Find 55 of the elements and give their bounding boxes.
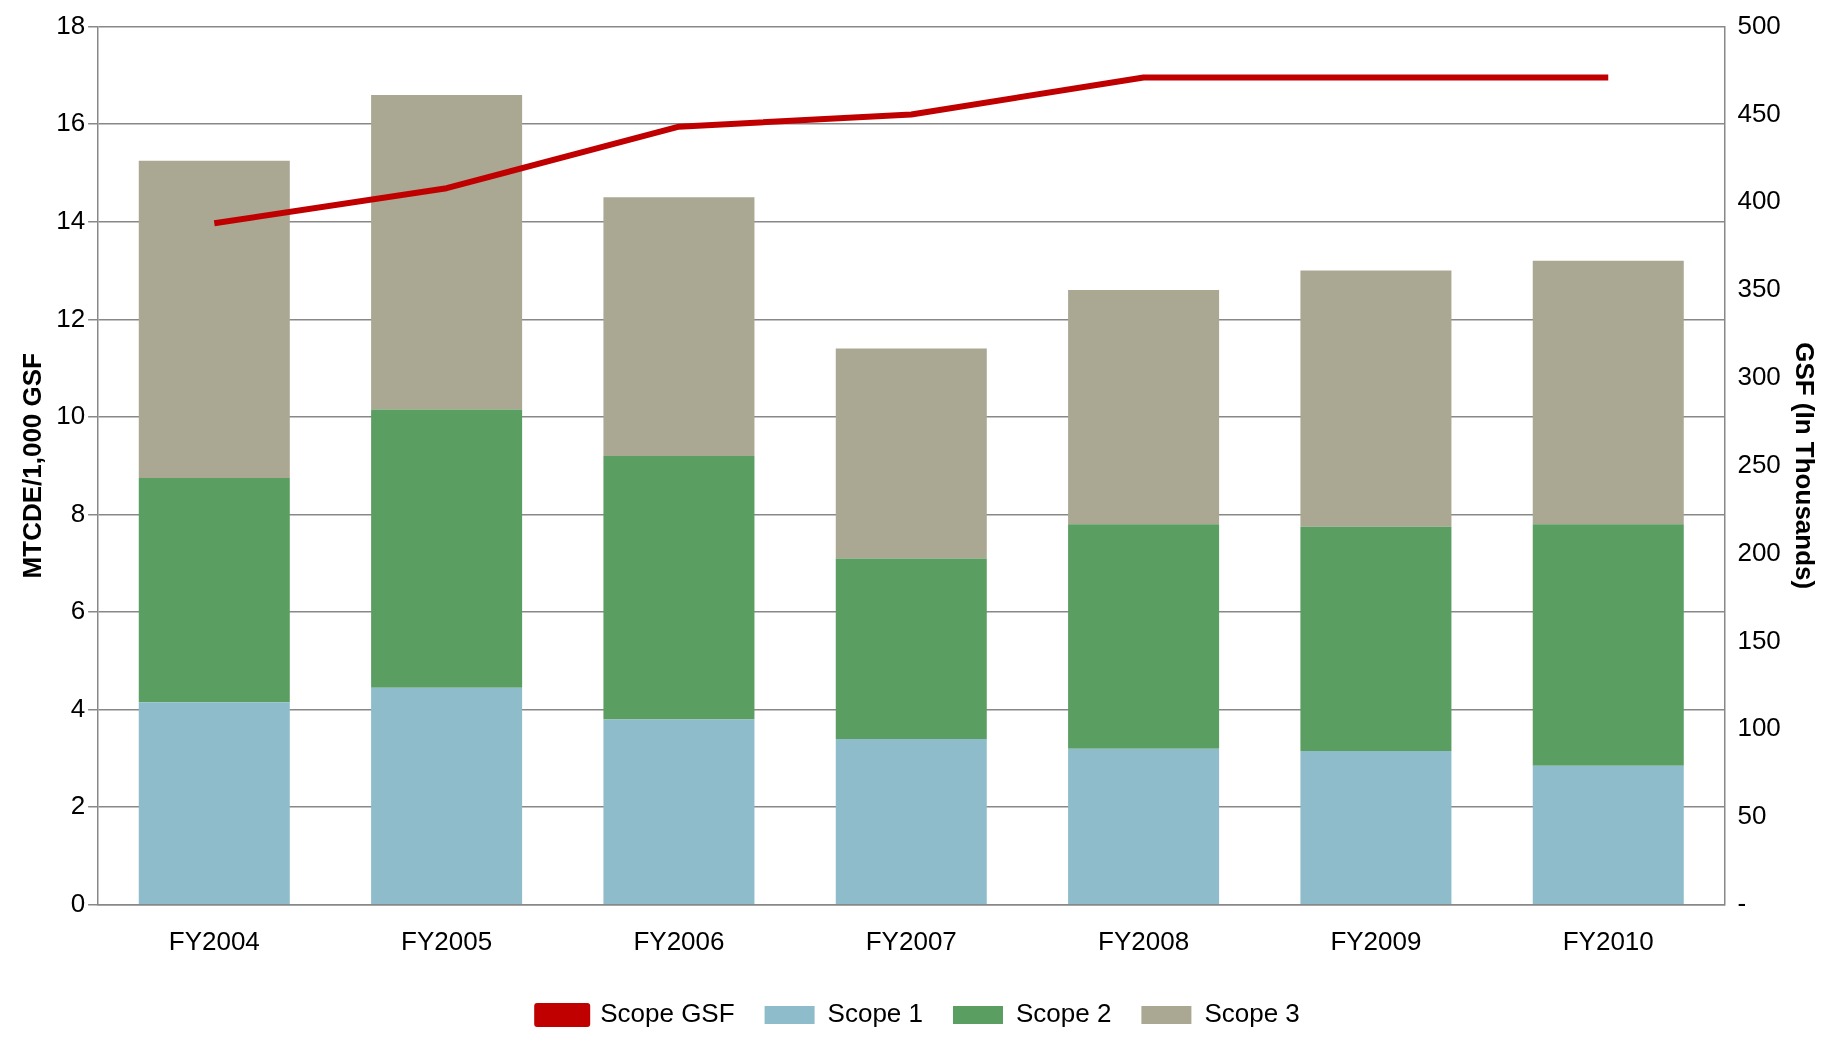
bar bbox=[371, 409, 523, 688]
y-tick-label: 10 bbox=[56, 400, 86, 431]
legend-label: Scope 1 bbox=[827, 998, 923, 1029]
legend-label: Scope 3 bbox=[1204, 998, 1300, 1029]
y2-tick-label: 100 bbox=[1737, 712, 1781, 743]
bar bbox=[1068, 524, 1220, 749]
y2-tick-label: 500 bbox=[1737, 9, 1781, 40]
bar bbox=[1068, 748, 1220, 905]
legend-label: Scope GSF bbox=[600, 998, 735, 1029]
bar bbox=[1532, 260, 1684, 525]
y2-tick-label: 50 bbox=[1737, 800, 1767, 831]
y-tick-label: 4 bbox=[70, 692, 86, 723]
y-tick-label: 0 bbox=[70, 887, 86, 918]
x-tick-label: FY2009 bbox=[1330, 925, 1422, 956]
y-tick-label: 2 bbox=[70, 790, 86, 821]
y-tick-label: 8 bbox=[70, 497, 86, 528]
bar bbox=[1300, 270, 1452, 527]
y2-tick-label: 350 bbox=[1737, 273, 1781, 304]
y2-tick-label: 450 bbox=[1737, 97, 1781, 128]
x-tick-label: FY2008 bbox=[1098, 925, 1190, 956]
legend-label: Scope 2 bbox=[1015, 998, 1112, 1029]
y2-tick-label: 400 bbox=[1737, 185, 1781, 216]
bar bbox=[138, 160, 290, 478]
bar bbox=[835, 348, 987, 559]
y2-axis-title: GSF (In Thousands) bbox=[1790, 342, 1821, 590]
x-tick-label: FY2006 bbox=[633, 925, 725, 956]
x-tick-label: FY2010 bbox=[1562, 925, 1654, 956]
y-axis-title: MTCDE/1,000 GSF bbox=[16, 353, 47, 579]
bar bbox=[371, 94, 523, 410]
bar bbox=[138, 477, 290, 703]
y-tick-label: 18 bbox=[56, 9, 86, 40]
x-tick-label: FY2005 bbox=[401, 925, 493, 956]
y2-tick-label: 250 bbox=[1737, 448, 1781, 479]
bar bbox=[1300, 751, 1452, 905]
bar bbox=[371, 687, 523, 905]
bar bbox=[1300, 526, 1452, 752]
x-tick-label: FY2007 bbox=[865, 925, 957, 956]
bar bbox=[1532, 765, 1684, 905]
y-tick-label: 16 bbox=[56, 107, 86, 138]
x-tick-label: FY2004 bbox=[168, 925, 260, 956]
bar bbox=[1532, 524, 1684, 766]
y2-tick-label: 150 bbox=[1737, 624, 1781, 655]
bar bbox=[835, 558, 987, 739]
y-tick-label: 6 bbox=[70, 595, 86, 626]
y-tick-label: 14 bbox=[56, 204, 86, 235]
y-tick-label: 12 bbox=[56, 302, 86, 333]
y2-tick-label: 200 bbox=[1737, 536, 1781, 567]
bar bbox=[603, 455, 755, 720]
bar bbox=[603, 719, 755, 905]
bar bbox=[603, 197, 755, 456]
y2-tick-label: - bbox=[1737, 887, 1747, 918]
y2-tick-label: 300 bbox=[1737, 361, 1781, 392]
bar bbox=[138, 702, 290, 905]
bar bbox=[1068, 290, 1220, 525]
bar bbox=[835, 738, 987, 905]
